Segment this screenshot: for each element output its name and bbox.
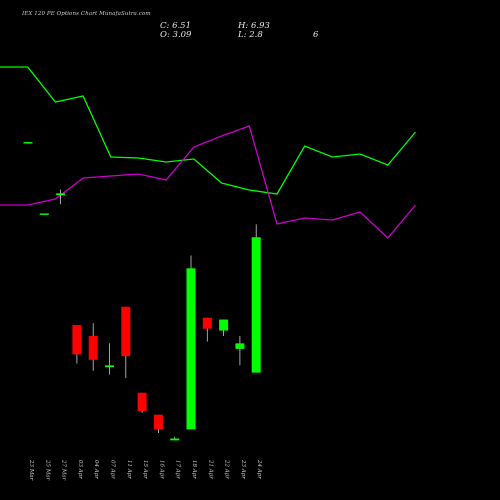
candlesticks bbox=[23, 142, 261, 441]
candle-body bbox=[56, 193, 66, 196]
candle-body bbox=[137, 392, 147, 412]
candle-body bbox=[39, 213, 49, 215]
x-tick-label: 27 Mar bbox=[61, 459, 67, 481]
extra-value: 6 bbox=[313, 30, 319, 40]
x-tick-label: 22 Apr bbox=[224, 459, 230, 479]
x-tick-label: 15 Apr bbox=[142, 460, 148, 479]
indicator-line-2 bbox=[0, 125, 416, 239]
x-tick-label: 18 Apr bbox=[191, 460, 197, 479]
candle-body bbox=[235, 343, 245, 349]
candle-body bbox=[121, 306, 131, 357]
close-value: C: 6.51 bbox=[160, 21, 191, 31]
indicator-line-1 bbox=[0, 66, 416, 195]
x-tick-label: 17 Apr bbox=[175, 460, 181, 479]
high-value: H: 6.93 bbox=[238, 21, 270, 31]
x-tick-label: 03 Apr bbox=[77, 460, 83, 479]
candle-body bbox=[170, 438, 180, 441]
candle-body bbox=[88, 336, 98, 360]
candle-body bbox=[219, 319, 229, 331]
chart-title: IEX 120 PE Options Chart MunafaSutra.com bbox=[22, 11, 151, 17]
x-tick-label: 11 Apr bbox=[126, 460, 132, 479]
x-tick-label: 16 Apr bbox=[158, 460, 164, 479]
candle-body bbox=[186, 268, 196, 430]
candle-body bbox=[202, 317, 212, 329]
open-value: O: 3.09 bbox=[160, 30, 192, 40]
low-value: L: 2.8 bbox=[238, 30, 263, 40]
indicator-lines bbox=[0, 66, 416, 239]
x-tick-label: 21 Apr bbox=[207, 459, 213, 479]
candle-body bbox=[153, 414, 163, 430]
x-tick-label: 24 Apr bbox=[256, 459, 262, 479]
x-axis-labels: 23 Mar 25 Mar 27 Mar 03 Apr 04 Apr 07 Apr 11 A… bbox=[28, 459, 262, 481]
x-tick-label: 23 Apr bbox=[240, 459, 246, 479]
x-tick-label: 07 Apr bbox=[110, 460, 116, 479]
candle-body bbox=[105, 365, 114, 368]
candle-body bbox=[251, 237, 261, 373]
x-tick-label: 25 Mar bbox=[44, 459, 50, 481]
x-tick-label: 04 Apr bbox=[93, 460, 99, 479]
candle-body bbox=[72, 325, 82, 355]
candle-body bbox=[23, 142, 33, 144]
x-tick-label: 23 Mar bbox=[28, 459, 34, 481]
